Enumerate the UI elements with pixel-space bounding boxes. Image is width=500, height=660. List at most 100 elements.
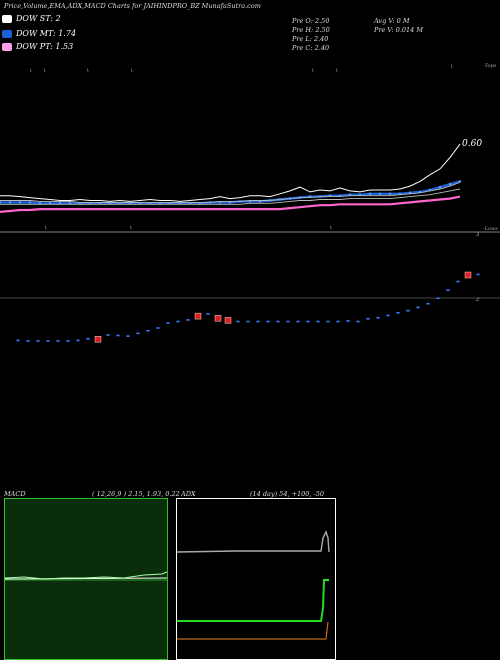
peak-marker: \ [130,225,132,231]
volume-layer [16,271,480,343]
ema-dot [0,201,2,204]
volume-marker-red [224,317,232,324]
adx-panel [176,498,336,660]
volume-marker [156,327,160,329]
series-ema-grey1 [0,181,461,203]
adx-line [176,530,330,553]
volume-marker [386,314,390,317]
volume-marker-red [464,271,472,279]
ema-dot [288,197,292,200]
ema-dot [398,192,402,195]
ema-dot [438,185,442,189]
peak-marker: \ [30,68,32,74]
volume-marker [86,338,90,340]
volume-marker [246,320,250,323]
peak-marker: \ [336,68,338,74]
ema-dot [198,202,202,205]
ema-dot [428,188,432,192]
page-title: Price,Volume,EMA,ADX,MACD Charts for JAI… [4,2,261,10]
macd-params: ( 12,26,9 ) 2.15, 1.93, 0.22 [92,490,180,498]
ema-dot [358,193,362,196]
peak-marker: \ [45,225,47,231]
legend-dow-st-label: DOW ST: 2 [16,14,61,23]
peak-marker: \ [131,68,133,74]
volume-marker [116,334,120,337]
volume-marker [16,339,20,342]
ema-dot [178,202,182,205]
ema-dot [98,202,102,205]
volume-marker [46,340,50,342]
ema-dot [28,201,32,204]
adx-params: (14 day) 54, +100, -50 [250,490,325,498]
ema-dot [38,202,42,205]
volume-marker [106,334,110,336]
adx-title: ADX [181,490,196,498]
ema-dot [238,200,242,203]
last-price-label: 0.60 [462,139,482,149]
legend-swatch-mt [2,29,12,38]
volume-marker [256,320,260,323]
ema-dot [158,202,162,205]
plus-di-line [177,579,329,622]
volume-marker [346,320,350,322]
volume-marker-red [214,315,222,322]
stat-prev-high: Pre H: 2.50 [292,26,330,34]
stat-prev-low: Pre L: 2.40 [292,35,329,43]
ema-dot [58,202,62,205]
ema-dot [18,201,22,204]
ema-dot [148,202,152,205]
volume-marker [416,306,420,309]
ema-dot [258,200,262,203]
volume-marker [446,289,450,291]
ema-dot [408,191,412,194]
volume-marker [286,320,290,323]
volume-marker [366,318,370,320]
volume-marker [406,309,410,312]
ema-dot [328,194,332,197]
price-layer: \ \ \ \ \ \ \ \ \ \ [0,64,462,231]
lows-tag: -Lows [483,226,498,232]
volume-marker [426,302,430,305]
ema-dot [418,190,422,194]
ema-dot [68,202,72,205]
volume-marker [336,320,340,323]
ema-dot [78,202,82,205]
ema-dot [338,194,342,197]
tops-tag: -Tops [483,63,497,69]
volume-marker [56,340,60,342]
volume-marker [206,313,210,315]
peak-marker: \ [312,68,314,74]
ema-dot [108,202,112,205]
volume-ylabel-3: 3 [476,232,479,238]
volume-marker [276,320,280,323]
legend-dow-mt-label: DOW MT: 1.74 [16,29,77,38]
minus-di-line [177,621,329,640]
ema-dot [188,202,192,205]
volume-marker [186,319,190,321]
volume-marker [356,320,360,323]
legend-dow-mt: DOW MT: 1.74 [2,29,76,38]
volume-marker [456,280,460,283]
ema-dot [368,192,372,195]
ema-dot [48,202,52,205]
volume-marker [326,320,330,323]
ema-dot [278,198,282,201]
stat-avg-volume: Avg V: 0 M [374,17,410,25]
volume-marker [436,297,440,300]
volume-marker [176,320,180,323]
volume-marker [136,332,140,335]
legend-dow-pt-label: DOW PT: 1.53 [16,42,74,51]
ema-dot [298,196,302,199]
ema-dot [128,202,132,205]
peak-marker: \ [451,64,453,70]
volume-marker [476,273,480,276]
volume-marker [376,316,380,319]
adx-background [176,498,336,660]
ema-dot [138,202,142,205]
legend-swatch-st [2,14,12,23]
ema-dot [208,201,212,204]
peak-marker: \ [87,68,89,74]
ema-dot [388,192,392,195]
volume-marker [66,340,70,342]
ema-dot [88,202,92,205]
